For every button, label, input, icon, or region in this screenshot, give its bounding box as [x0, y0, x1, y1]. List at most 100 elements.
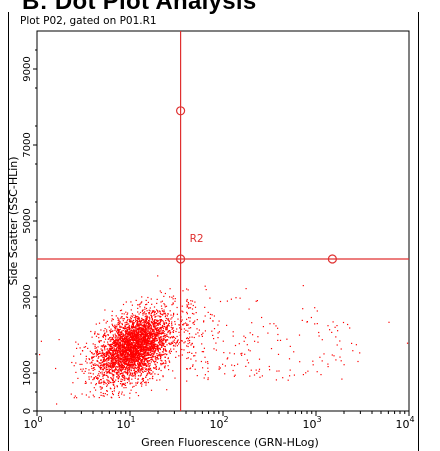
- data-point: [173, 344, 175, 346]
- data-point: [111, 310, 113, 312]
- quadrant-gate[interactable]: R2: [37, 31, 409, 411]
- data-point: [255, 300, 257, 302]
- data-point: [184, 322, 187, 324]
- data-point: [104, 355, 106, 357]
- data-point: [108, 382, 110, 384]
- data-point: [159, 343, 161, 346]
- data-point: [105, 334, 107, 337]
- data-point: [155, 365, 157, 368]
- gate-handle[interactable]: [175, 106, 186, 116]
- data-point: [134, 340, 137, 342]
- data-point: [137, 355, 139, 357]
- data-point: [93, 396, 95, 398]
- data-point: [121, 384, 123, 386]
- data-point: [132, 314, 134, 316]
- data-point: [154, 323, 156, 325]
- data-point: [132, 327, 134, 329]
- data-point: [224, 373, 226, 375]
- data-point: [174, 321, 176, 323]
- data-point: [98, 356, 100, 358]
- data-point: [100, 329, 102, 331]
- data-point: [110, 343, 112, 345]
- data-point: [349, 327, 351, 329]
- data-point: [143, 330, 145, 332]
- data-point: [113, 388, 115, 390]
- data-point: [98, 370, 100, 373]
- data-point: [123, 394, 125, 396]
- data-point: [166, 333, 168, 335]
- data-point: [156, 334, 158, 336]
- data-point: [143, 370, 146, 372]
- data-point: [131, 375, 133, 377]
- data-point: [161, 351, 164, 353]
- data-point: [142, 348, 144, 351]
- data-point: [166, 325, 168, 327]
- data-point: [145, 381, 147, 383]
- data-point: [190, 300, 192, 302]
- data-point: [79, 347, 81, 349]
- data-point: [132, 324, 134, 326]
- data-point: [149, 363, 151, 365]
- data-point: [198, 329, 200, 331]
- data-point: [106, 329, 108, 331]
- data-point: [108, 351, 110, 353]
- data-point: [152, 335, 154, 337]
- data-point: [123, 348, 126, 350]
- data-point: [125, 377, 127, 379]
- data-point: [136, 317, 138, 319]
- data-point: [146, 348, 148, 350]
- data-point: [114, 362, 116, 364]
- data-point: [164, 322, 166, 324]
- data-point: [118, 359, 120, 361]
- data-point: [100, 388, 102, 390]
- data-point: [145, 328, 147, 330]
- data-point: [137, 346, 139, 348]
- data-point: [218, 368, 220, 370]
- data-point: [130, 361, 132, 364]
- data-point: [162, 329, 164, 331]
- data-point: [124, 322, 126, 324]
- data-point: [138, 324, 140, 326]
- data-point: [108, 352, 110, 354]
- data-point: [119, 346, 121, 348]
- data-point: [165, 322, 167, 324]
- data-point: [127, 371, 129, 373]
- data-point: [119, 322, 121, 324]
- data-point: [74, 395, 76, 397]
- data-point: [90, 372, 92, 374]
- data-point: [156, 362, 158, 364]
- y-tick-label: 9000: [22, 56, 33, 81]
- data-point: [137, 330, 140, 332]
- data-point: [86, 362, 88, 364]
- gate-handle[interactable]: [175, 254, 186, 264]
- data-point: [148, 332, 150, 334]
- data-point: [137, 381, 139, 383]
- data-point: [138, 317, 140, 319]
- data-point: [155, 335, 157, 337]
- data-point: [150, 353, 152, 356]
- data-point: [103, 359, 105, 361]
- data-point: [180, 328, 183, 330]
- data-point: [136, 338, 138, 340]
- data-point: [130, 343, 132, 345]
- data-point: [146, 374, 148, 376]
- data-point: [135, 370, 137, 373]
- data-point: [147, 332, 149, 335]
- data-point: [149, 310, 151, 312]
- data-point: [88, 378, 90, 380]
- data-point: [121, 326, 123, 328]
- data-point: [146, 346, 148, 348]
- data-point: [217, 324, 219, 326]
- data-point: [147, 379, 149, 381]
- data-point: [98, 340, 100, 342]
- data-point: [226, 300, 228, 302]
- data-point: [131, 350, 134, 352]
- data-point: [132, 350, 134, 352]
- data-point: [95, 389, 97, 391]
- data-point: [182, 290, 184, 292]
- data-point: [160, 332, 162, 334]
- data-point: [142, 366, 144, 368]
- data-point: [104, 359, 106, 361]
- data-point: [144, 335, 146, 337]
- gate-handle[interactable]: [327, 254, 337, 264]
